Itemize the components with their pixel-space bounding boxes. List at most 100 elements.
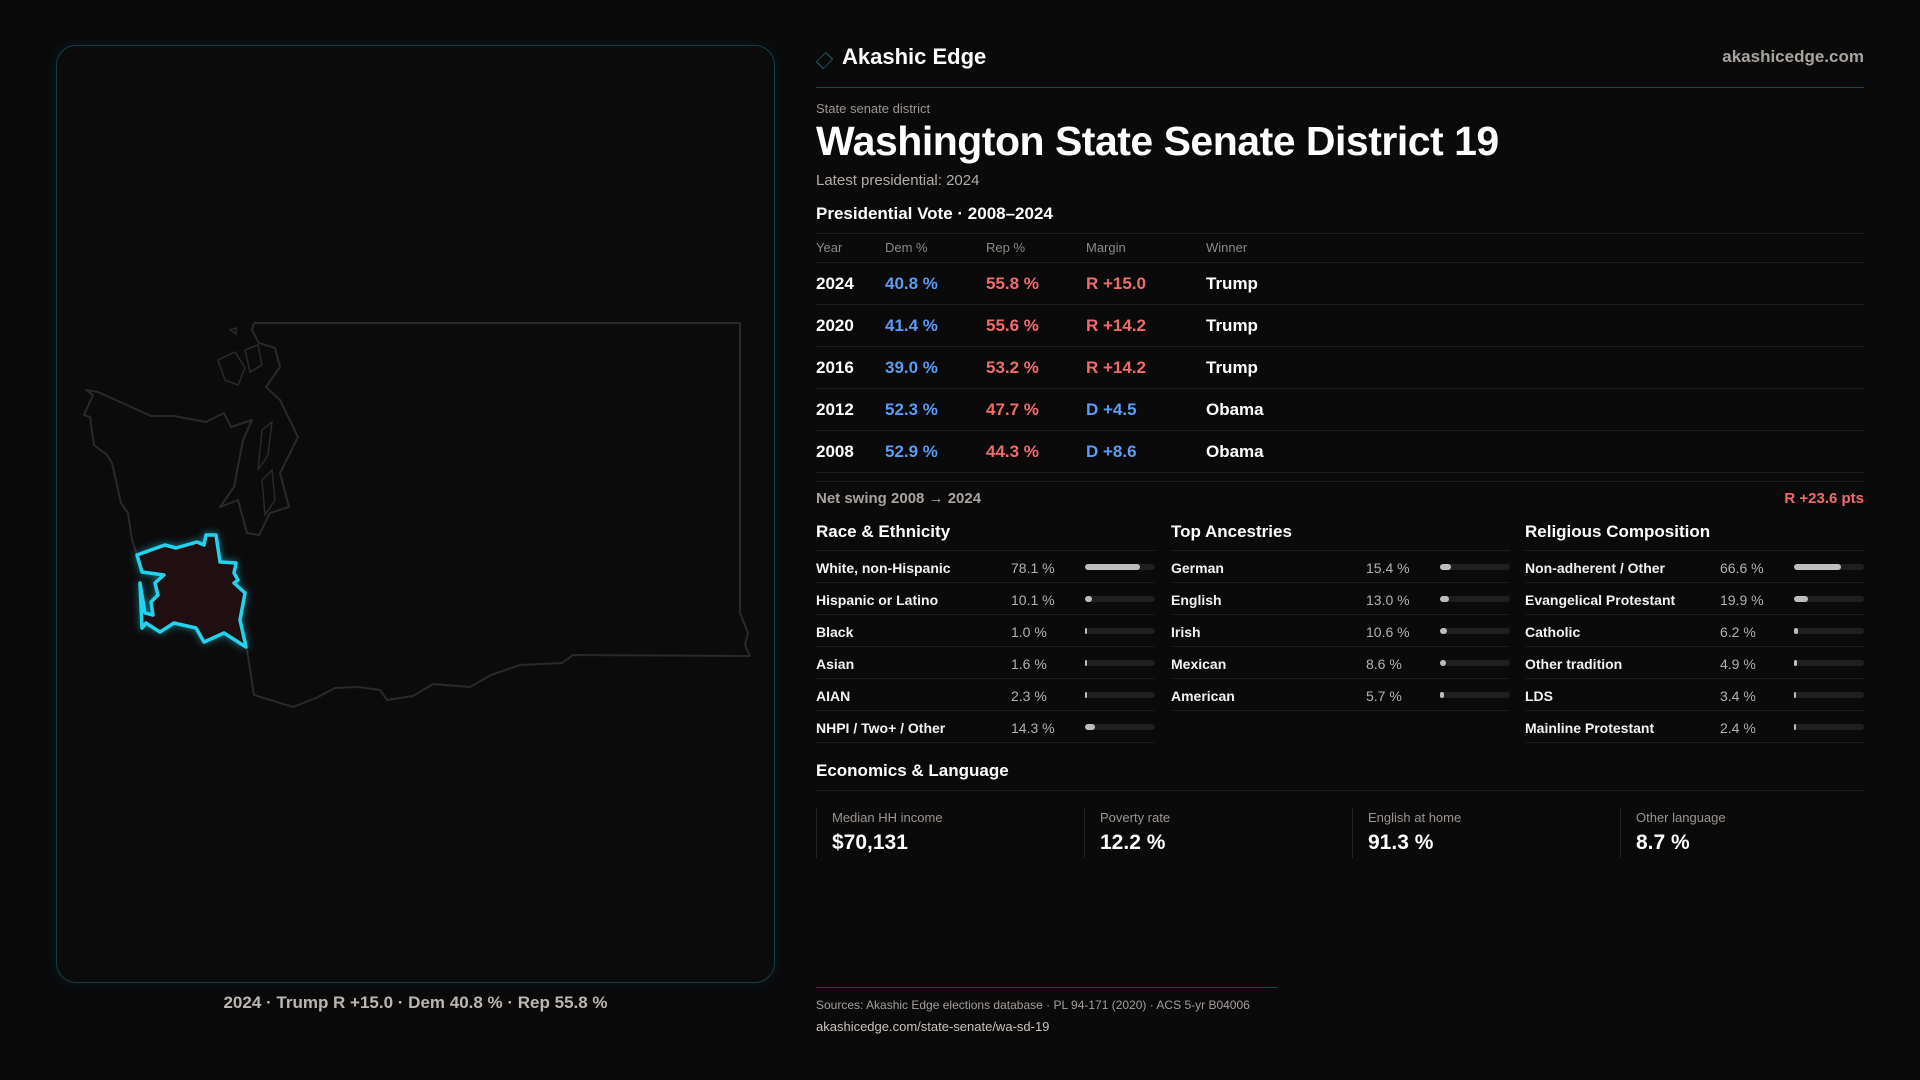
dem-pct-cell: 39.0 %: [885, 358, 938, 377]
margin-cell: R +14.2: [1086, 358, 1147, 377]
rep-pct-cell: 55.8 %: [986, 274, 1039, 293]
list-item: Asian 1.6 %: [816, 647, 1155, 679]
winner-cell: Obama: [1206, 400, 1264, 419]
item-value: 8.6 %: [1366, 656, 1402, 672]
margin-cell: R +14.2: [1086, 316, 1147, 335]
site-link[interactable]: akashicedge.com: [1722, 47, 1864, 66]
list-item: American 5.7 %: [1171, 679, 1510, 711]
item-label: Asian: [816, 656, 855, 672]
item-value: 2.4 %: [1720, 720, 1756, 736]
economics-cards: Median HH income $70,131 Poverty rate 12.2 …: [816, 808, 1864, 858]
page-url[interactable]: akashicedge.com/state-senate/wa-sd-19: [816, 1019, 1050, 1034]
divider: [816, 790, 1864, 791]
item-label: Irish: [1171, 624, 1201, 640]
stat-value: 8.7 %: [1636, 831, 1690, 854]
stat-value: 91.3 %: [1368, 831, 1434, 854]
item-value: 10.1 %: [1011, 592, 1055, 608]
bar-fill: [1440, 564, 1451, 570]
bar-fill: [1794, 596, 1808, 602]
latest-presidential: Latest presidential: 2024: [816, 172, 980, 189]
bar-fill: [1440, 692, 1444, 698]
bar-track: [1085, 628, 1155, 634]
rep-pct-cell: 55.6 %: [986, 316, 1039, 335]
brand-name[interactable]: Akashic Edge: [842, 44, 987, 69]
stat-card: Other language 8.7 %: [1620, 808, 1888, 858]
column-heading: Religious Composition: [1525, 522, 1864, 551]
bar-track: [1440, 596, 1510, 602]
bar-fill: [1440, 660, 1447, 666]
stat-card: Median HH income $70,131: [816, 808, 1084, 858]
item-value: 10.6 %: [1366, 624, 1410, 640]
col-year: Year: [816, 240, 843, 255]
list-item: Non-adherent / Other 66.6 %: [1525, 551, 1864, 583]
table-row[interactable]: 2008 52.9 % 44.3 % D +8.6 Obama: [816, 431, 1864, 473]
stat-value: 12.2 %: [1100, 831, 1166, 854]
demographic-column: Religious Composition Non-adherent / Othe…: [1525, 522, 1864, 743]
stat-label: Other language: [1636, 810, 1726, 825]
item-value: 14.3 %: [1011, 720, 1055, 736]
stat-label: Median HH income: [832, 810, 943, 825]
item-label: Mexican: [1171, 656, 1227, 672]
item-value: 3.4 %: [1720, 688, 1756, 704]
rep-pct-cell: 53.2 %: [986, 358, 1039, 377]
item-label: Black: [816, 624, 854, 640]
table-row[interactable]: 2020 41.4 % 55.6 % R +14.2 Trump: [816, 305, 1864, 347]
stat-card: English at home 91.3 %: [1352, 808, 1620, 858]
dem-pct-cell: 52.9 %: [885, 442, 938, 461]
bar-fill: [1794, 692, 1797, 698]
bar-track: [1440, 564, 1510, 570]
item-label: Hispanic or Latino: [816, 592, 939, 608]
list-item: AIAN 2.3 %: [816, 679, 1155, 711]
winner-cell: Obama: [1206, 442, 1264, 461]
item-label: Mainline Protestant: [1525, 720, 1655, 736]
net-swing-label: Net swing 2008 → 2024: [816, 490, 982, 507]
bar-track: [1794, 724, 1864, 730]
column-heading: Top Ancestries: [1171, 522, 1510, 551]
margin-cell: R +15.0: [1086, 274, 1147, 293]
item-label: NHPI / Two+ / Other: [816, 720, 946, 736]
item-value: 6.2 %: [1720, 624, 1756, 640]
diamond-logo-icon: [815, 51, 834, 70]
item-label: American: [1171, 688, 1235, 704]
item-label: Evangelical Protestant: [1525, 592, 1676, 608]
item-label: Other tradition: [1525, 656, 1623, 672]
col-margin: Margin: [1086, 240, 1126, 255]
item-label: German: [1171, 560, 1224, 576]
item-value: 4.9 %: [1720, 656, 1756, 672]
item-value: 15.4 %: [1366, 560, 1410, 576]
item-label: Catholic: [1525, 624, 1581, 640]
table-row[interactable]: 2024 40.8 % 55.8 % R +15.0 Trump: [816, 263, 1864, 305]
footer-divider: [816, 987, 1278, 988]
item-value: 2.3 %: [1011, 688, 1047, 704]
header: Akashic Edge akashicedge.com: [815, 44, 1864, 88]
list-item: NHPI / Two+ / Other 14.3 %: [816, 711, 1155, 743]
bar-track: [1440, 628, 1510, 634]
item-value: 13.0 %: [1366, 592, 1410, 608]
bar-fill: [1794, 724, 1796, 730]
presidential-heading: Presidential Vote · 2008–2024: [816, 204, 1053, 223]
col-winner: Winner: [1206, 240, 1248, 255]
list-item: Mexican 8.6 %: [1171, 647, 1510, 679]
stat-card: Poverty rate 12.2 %: [1084, 808, 1352, 858]
map-caption: 2024 · Trump R +15.0 · Dem 40.8 % · Rep …: [223, 993, 608, 1012]
item-value: 1.0 %: [1011, 624, 1047, 640]
item-label: AIAN: [816, 688, 851, 704]
table-row[interactable]: 2012 52.3 % 47.7 % D +4.5 Obama: [816, 389, 1864, 431]
item-label: LDS: [1525, 688, 1553, 704]
demographic-column: Race & Ethnicity White, non-Hispanic 78.1 …: [816, 522, 1155, 743]
bar-track: [1085, 596, 1155, 602]
list-item: Evangelical Protestant 19.9 %: [1525, 583, 1864, 615]
bar-fill: [1794, 628, 1799, 634]
bar-track: [1794, 692, 1864, 698]
bar-fill: [1440, 628, 1448, 634]
bar-fill: [1085, 660, 1087, 666]
column-heading: Race & Ethnicity: [816, 522, 1155, 551]
margin-cell: D +8.6: [1086, 442, 1137, 461]
bar-track: [1085, 564, 1155, 570]
winner-cell: Trump: [1206, 274, 1258, 293]
year-cell: 2016: [816, 358, 854, 377]
divider: [816, 262, 1864, 263]
table-row[interactable]: 2016 39.0 % 53.2 % R +14.2 Trump: [816, 347, 1864, 389]
dem-pct-cell: 52.3 %: [885, 400, 938, 419]
bar-track: [1440, 692, 1510, 698]
